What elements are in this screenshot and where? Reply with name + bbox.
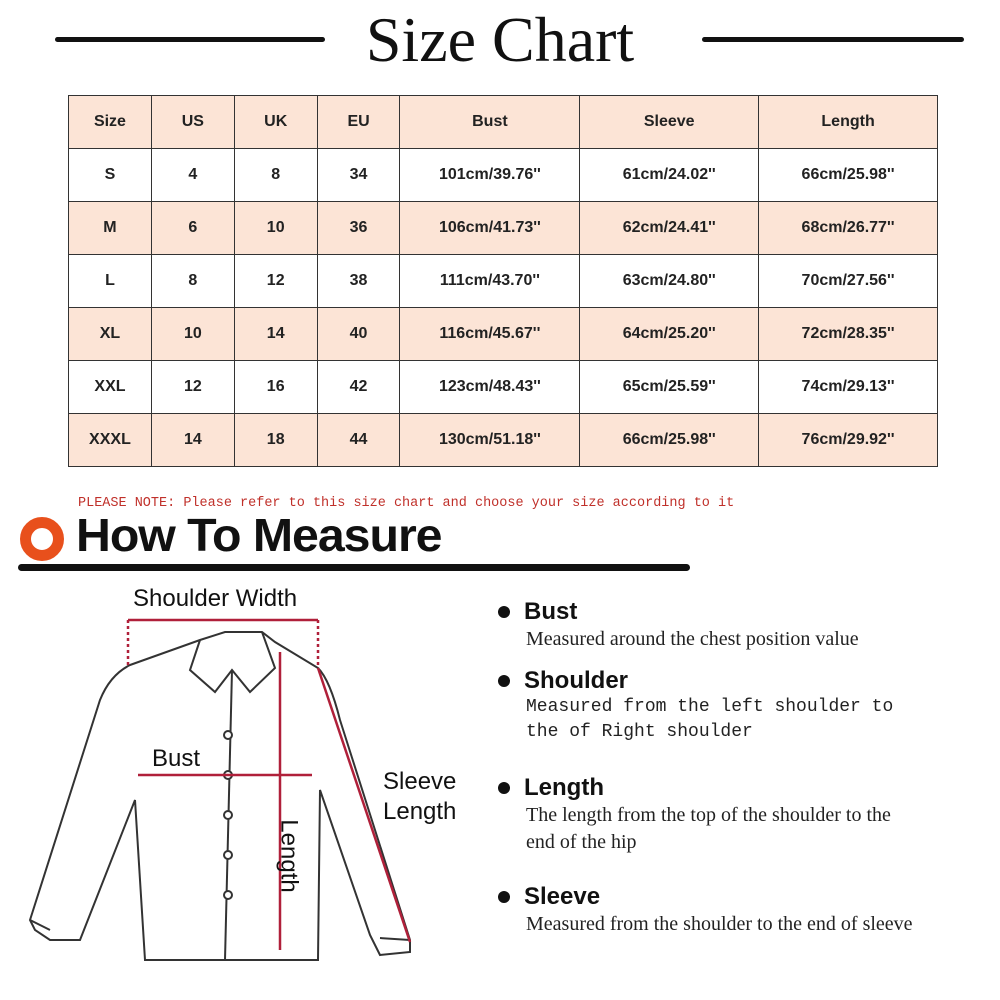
header-cell: Sleeve	[579, 95, 760, 149]
header-cell: UK	[233, 95, 318, 149]
item-desc: Measured from the shoulder to the end of…	[526, 913, 913, 935]
table-cell: 8	[150, 254, 235, 308]
label-sleeve-length: Length	[383, 798, 457, 825]
table-cell: 44	[316, 413, 401, 467]
table-row: XXL 12 16 42 123cm/48.43'' 65cm/25.59'' 74cm/2…	[68, 360, 938, 414]
table-cell: 10	[150, 307, 235, 361]
table-cell: 74cm/29.13''	[758, 360, 938, 414]
header-cell: Bust	[399, 95, 581, 149]
section-title: How To Measure	[76, 509, 443, 561]
table-header-row: Size US UK EU Bust Sleeve Length	[68, 95, 938, 149]
table-cell: L	[68, 254, 152, 308]
item-title: Shoulder	[524, 667, 629, 694]
header-cell: EU	[316, 95, 401, 149]
please-note: PLEASE NOTE: Please refer to this size c…	[78, 496, 735, 511]
table-row: XL 10 14 40 116cm/45.67'' 64cm/25.20'' 72cm/28…	[68, 307, 938, 361]
table-cell: 16	[233, 360, 318, 414]
item-title: Sleeve	[524, 883, 601, 910]
table-cell: S	[68, 148, 152, 202]
table-cell: 18	[233, 413, 318, 467]
table-cell: 42	[316, 360, 401, 414]
label-length: Length	[275, 819, 303, 893]
table-cell: 6	[150, 201, 235, 255]
table-cell: 68cm/26.77''	[758, 201, 938, 255]
table-cell: 66cm/25.98''	[579, 413, 760, 467]
item-desc: The length from the top of the shoulder …	[526, 804, 891, 853]
item-title: Length	[524, 774, 604, 801]
table-row: XXXL 14 18 44 130cm/51.18'' 66cm/25.98'' 76cm/…	[68, 413, 938, 467]
item-desc: Measured from the left shoulder to the o…	[526, 697, 894, 742]
item-desc: Measured around the chest position value	[526, 628, 859, 650]
table-cell: M	[68, 201, 152, 255]
table-row: M 6 10 36 106cm/41.73'' 62cm/24.41'' 68cm/26.7…	[68, 201, 938, 255]
header-cell: Size	[68, 95, 152, 149]
header-cell: US	[150, 95, 235, 149]
bullet-icon	[498, 606, 510, 618]
label-shoulder-width: Shoulder Width	[133, 585, 298, 612]
table-cell: 62cm/24.41''	[579, 201, 760, 255]
item-sleeve: Sleeve Measured from the shoulder to the …	[498, 883, 928, 938]
table-cell: 34	[316, 148, 401, 202]
table-cell: XL	[68, 307, 152, 361]
table-cell: 76cm/29.92''	[758, 413, 938, 467]
item-shoulder: Shoulder Measured from the left shoulder …	[498, 667, 918, 745]
bullet-icon	[498, 891, 510, 903]
title-rule-right	[702, 37, 964, 42]
table-cell: 4	[150, 148, 235, 202]
table-cell: 40	[316, 307, 401, 361]
table-cell: 116cm/45.67''	[399, 307, 581, 361]
table-cell: 8	[233, 148, 318, 202]
title-rule-left	[55, 37, 325, 42]
table-cell: 65cm/25.59''	[579, 360, 760, 414]
table-cell: 130cm/51.18''	[399, 413, 581, 467]
table-cell: 14	[233, 307, 318, 361]
table-cell: 12	[150, 360, 235, 414]
table-cell: 64cm/25.20''	[579, 307, 760, 361]
circle-bullet-icon	[20, 517, 64, 561]
table-cell: 111cm/43.70''	[399, 254, 581, 308]
table-cell: XXXL	[68, 413, 152, 467]
item-length: Length The length from the top of the sho…	[498, 774, 918, 856]
table-cell: 38	[316, 254, 401, 308]
table-row: S 4 8 34 101cm/39.76'' 61cm/24.02'' 66cm/25.98…	[68, 148, 938, 202]
table-cell: 14	[150, 413, 235, 467]
table-cell: 101cm/39.76''	[399, 148, 581, 202]
bullet-icon	[498, 782, 510, 794]
table-cell: 10	[233, 201, 318, 255]
table-cell: XXL	[68, 360, 152, 414]
bullet-icon	[498, 675, 510, 687]
shirt-outline	[28, 631, 411, 961]
table-cell: 36	[316, 201, 401, 255]
table-cell: 63cm/24.80''	[579, 254, 760, 308]
table-row: L 8 12 38 111cm/43.70'' 63cm/24.80'' 70cm/27.5…	[68, 254, 938, 308]
item-title: Bust	[524, 598, 578, 625]
table-cell: 66cm/25.98''	[758, 148, 938, 202]
page-title: Size Chart	[365, 4, 635, 75]
label-sleeve: Sleeve	[383, 768, 457, 795]
table-cell: 123cm/48.43''	[399, 360, 581, 414]
section-rule	[18, 564, 690, 571]
table-cell: 72cm/28.35''	[758, 307, 938, 361]
header-cell: Length	[758, 95, 938, 149]
label-bust: Bust	[152, 745, 201, 772]
size-table: Size US UK EU Bust Sleeve Length S 4 8 34 101cm/39.…	[68, 95, 938, 467]
item-bust: Bust Measured around the chest position v…	[498, 598, 859, 653]
shirt-diagram	[28, 618, 412, 961]
table-cell: 106cm/41.73''	[399, 201, 581, 255]
measure-lines	[126, 618, 412, 950]
table-cell: 70cm/27.56''	[758, 254, 938, 308]
table-cell: 12	[233, 254, 318, 308]
table-cell: 61cm/24.02''	[579, 148, 760, 202]
